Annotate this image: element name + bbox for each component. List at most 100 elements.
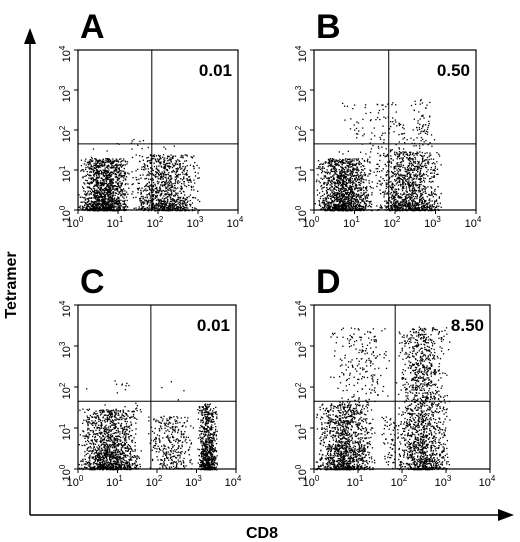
scatter-point — [152, 197, 154, 200]
scatter-point — [394, 119, 396, 121]
scatter-point — [184, 194, 186, 196]
scatter-point — [179, 197, 181, 199]
scatter-point — [111, 181, 113, 183]
scatter-point — [189, 194, 192, 196]
scatter-point — [339, 177, 341, 179]
scatter-point — [87, 163, 90, 165]
scatter-point — [150, 185, 152, 187]
scatter-point — [158, 159, 160, 161]
scatter-point — [106, 201, 108, 204]
scatter-point — [409, 203, 411, 205]
scatter-point — [398, 174, 400, 176]
scatter-point — [170, 166, 172, 168]
scatter-point — [390, 125, 392, 128]
scatter-point — [113, 205, 115, 207]
scatter-point — [351, 206, 353, 208]
scatter-point — [112, 194, 114, 196]
scatter-point — [117, 171, 119, 173]
scatter-point — [395, 210, 398, 212]
scatter-point — [111, 172, 113, 174]
scatter-point — [161, 176, 163, 178]
scatter-point — [412, 187, 414, 189]
scatter-point — [419, 195, 422, 197]
scatter-point — [146, 196, 148, 198]
scatter-point — [408, 158, 410, 160]
scatter-point — [177, 176, 179, 178]
scatter-point — [165, 194, 167, 196]
scatter-point — [325, 172, 327, 174]
scatter-point — [352, 163, 354, 165]
scatter-point — [357, 190, 359, 192]
scatter-point — [426, 128, 429, 130]
scatter-point — [101, 177, 103, 180]
scatter-point — [340, 188, 342, 190]
scatter-point — [154, 187, 156, 190]
scatter-point — [344, 203, 346, 205]
scatter-point — [334, 206, 336, 208]
scatter-point — [345, 188, 347, 190]
scatter-point — [423, 155, 425, 157]
scatter-point — [417, 163, 419, 165]
scatter-point — [98, 207, 100, 209]
scatter-point — [421, 158, 424, 160]
scatter-point — [436, 168, 439, 170]
scatter-point — [180, 188, 182, 191]
scatter-point — [152, 188, 154, 190]
scatter-point — [394, 190, 396, 192]
scatter-point — [118, 167, 120, 169]
scatter-point — [110, 165, 113, 167]
scatter-point — [345, 179, 348, 182]
scatter-point — [321, 190, 324, 193]
scatter-point — [175, 188, 177, 190]
scatter-point — [176, 168, 178, 170]
scatter-point — [166, 196, 168, 198]
scatter-point — [352, 201, 354, 203]
scatter-point — [91, 202, 93, 204]
scatter-point — [109, 175, 112, 177]
scatter-point — [187, 207, 189, 209]
scatter-point — [123, 207, 126, 209]
scatter-point — [182, 207, 184, 210]
scatter-point — [332, 194, 334, 196]
scatter-point — [399, 153, 401, 156]
scatter-point — [405, 183, 407, 185]
scatter-point — [140, 195, 143, 198]
scatter-point — [327, 197, 330, 199]
scatter-point — [110, 201, 113, 203]
scatter-point — [352, 168, 354, 170]
scatter-point — [346, 191, 348, 194]
scatter-point — [118, 175, 120, 177]
scatter-point — [80, 159, 83, 161]
scatter-point — [413, 169, 415, 171]
scatter-point — [327, 182, 329, 184]
scatter-point — [361, 200, 363, 203]
scatter-point — [332, 170, 334, 173]
scatter-point — [415, 208, 417, 210]
scatter-point — [321, 169, 323, 171]
scatter-point — [365, 179, 367, 181]
scatter-point — [339, 204, 342, 206]
scatter-point — [357, 162, 360, 164]
scatter-point — [118, 197, 120, 200]
scatter-point — [158, 199, 160, 202]
scatter-point — [342, 185, 344, 188]
scatter-point — [97, 191, 99, 194]
scatter-point — [179, 166, 181, 168]
scatter-point — [163, 161, 165, 163]
scatter-point — [175, 170, 178, 172]
scatter-point — [84, 160, 86, 162]
scatter-point — [101, 165, 103, 167]
scatter-point — [106, 204, 108, 206]
scatter-point — [99, 160, 101, 162]
scatter-point — [153, 189, 155, 191]
scatter-point — [409, 173, 411, 175]
scatter-point — [339, 171, 342, 173]
scatter-point — [348, 180, 350, 182]
scatter-point — [406, 169, 408, 171]
scatter-point — [100, 190, 102, 192]
scatter-point — [139, 174, 142, 176]
scatter-point — [396, 162, 398, 164]
scatter-point — [402, 157, 404, 159]
scatter-point — [409, 208, 411, 210]
scatter-point — [162, 178, 164, 180]
